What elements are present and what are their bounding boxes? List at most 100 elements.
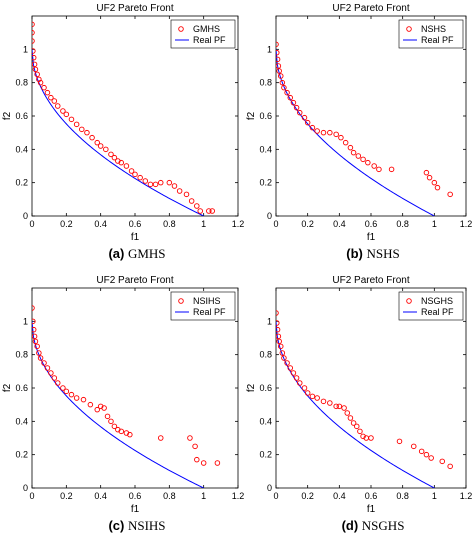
- y-tick-label: 0.4: [15, 416, 28, 426]
- x-axis-label: f1: [367, 232, 376, 243]
- data-point: [32, 29, 35, 36]
- data-point: [281, 355, 287, 361]
- data-point: [276, 63, 282, 69]
- y-tick-label: 1: [23, 44, 28, 54]
- data-point: [447, 191, 453, 198]
- data-point: [32, 326, 37, 333]
- data-point: [101, 405, 107, 411]
- data-point: [290, 99, 297, 106]
- data-point: [354, 423, 360, 430]
- x-tick-label: 1: [201, 219, 206, 229]
- data-point: [32, 305, 35, 311]
- data-point: [278, 343, 284, 350]
- data-point: [183, 191, 190, 198]
- x-tick-label: 0.2: [301, 219, 314, 229]
- x-tick-label: 0: [29, 219, 34, 229]
- plot-area: [276, 41, 453, 216]
- real-pf-line: [32, 321, 204, 488]
- x-tick-label: 0.2: [60, 491, 73, 501]
- plot-area: [32, 21, 215, 216]
- data-point: [360, 433, 366, 440]
- data-point: [200, 460, 207, 466]
- data-point: [176, 188, 183, 194]
- x-tick-label: 1: [432, 491, 437, 501]
- x-tick-label: 1: [432, 219, 437, 229]
- y-axis-label: f2: [2, 111, 13, 120]
- data-point: [157, 179, 164, 186]
- data-point: [194, 203, 200, 209]
- data-point: [44, 365, 51, 371]
- data-point: [55, 380, 61, 386]
- y-tick-label: 0.4: [259, 144, 272, 154]
- data-point: [304, 119, 311, 126]
- x-tick-label: 0.8: [396, 491, 409, 501]
- data-point: [147, 181, 154, 188]
- data-point: [60, 385, 66, 391]
- data-point: [60, 108, 66, 114]
- data-point: [206, 208, 212, 214]
- x-tick-label: 0.2: [60, 219, 73, 229]
- data-point: [279, 350, 286, 356]
- data-point: [108, 418, 114, 425]
- panel-caption: (c) NSIHS: [108, 518, 165, 533]
- y-axis-label: f2: [246, 111, 257, 120]
- chart-title: UF2 Pareto Front: [96, 3, 173, 14]
- data-point: [166, 179, 173, 186]
- chart-title: UF2 Pareto Front: [332, 275, 409, 286]
- data-point: [365, 159, 371, 166]
- data-point: [281, 84, 287, 91]
- data-point: [197, 208, 203, 214]
- y-tick-label: 0.4: [259, 416, 272, 426]
- chart-panel-1: UF2 Pareto Front 0 0.2 0.4 0.6 0.8 1 1.2 0 0.2 0.4…: [246, 3, 472, 261]
- x-tick-label: 0.6: [365, 491, 378, 501]
- caption-letter: (b): [346, 246, 366, 261]
- chart-panel-2: UF2 Pareto Front 0 0.2 0.4 0.6 0.8 1 1.2 0 0.2 0.4…: [2, 275, 244, 533]
- legend-label-line: Real PF: [193, 307, 226, 317]
- data-point: [327, 400, 333, 406]
- real-pf-line: [276, 321, 435, 488]
- data-point: [350, 420, 357, 426]
- x-tick-label: 0.4: [333, 491, 346, 501]
- y-tick-label: 0.6: [15, 383, 28, 393]
- data-point: [418, 448, 425, 455]
- caption-name: NSHS: [366, 246, 399, 261]
- data-point: [41, 84, 47, 91]
- data-point: [32, 333, 38, 340]
- data-point: [94, 406, 100, 413]
- data-point: [309, 124, 316, 131]
- y-tick-label: 0: [23, 483, 28, 493]
- caption-name: GMHS: [128, 246, 166, 261]
- data-point: [214, 460, 221, 466]
- data-point: [320, 129, 327, 136]
- data-point: [276, 310, 279, 316]
- data-point: [360, 156, 366, 163]
- legend-box: [398, 291, 464, 321]
- data-point: [333, 403, 339, 410]
- legend-marker: [178, 298, 184, 304]
- data-point: [423, 451, 430, 458]
- x-tick-label: 1.2: [460, 219, 473, 229]
- data-point: [376, 166, 382, 173]
- x-tick-label: 0.8: [396, 219, 409, 229]
- x-tick-label: 0: [273, 219, 278, 229]
- data-point: [276, 41, 279, 48]
- data-point: [434, 184, 441, 191]
- data-point: [276, 326, 281, 333]
- data-point: [347, 415, 354, 421]
- x-tick-label: 0.6: [129, 491, 142, 501]
- y-tick-label: 0.6: [15, 111, 28, 121]
- x-tick-label: 0.2: [301, 491, 314, 501]
- data-point: [32, 54, 37, 61]
- data-point: [290, 370, 297, 376]
- data-point: [63, 111, 70, 118]
- data-point: [276, 338, 282, 345]
- data-point: [103, 146, 109, 153]
- data-point: [34, 343, 40, 350]
- x-tick-label: 0.4: [94, 491, 107, 501]
- y-tick-label: 0.2: [15, 450, 28, 460]
- data-point: [287, 94, 294, 101]
- data-point: [84, 129, 90, 136]
- data-point: [128, 168, 135, 174]
- y-tick-label: 0.6: [259, 111, 272, 121]
